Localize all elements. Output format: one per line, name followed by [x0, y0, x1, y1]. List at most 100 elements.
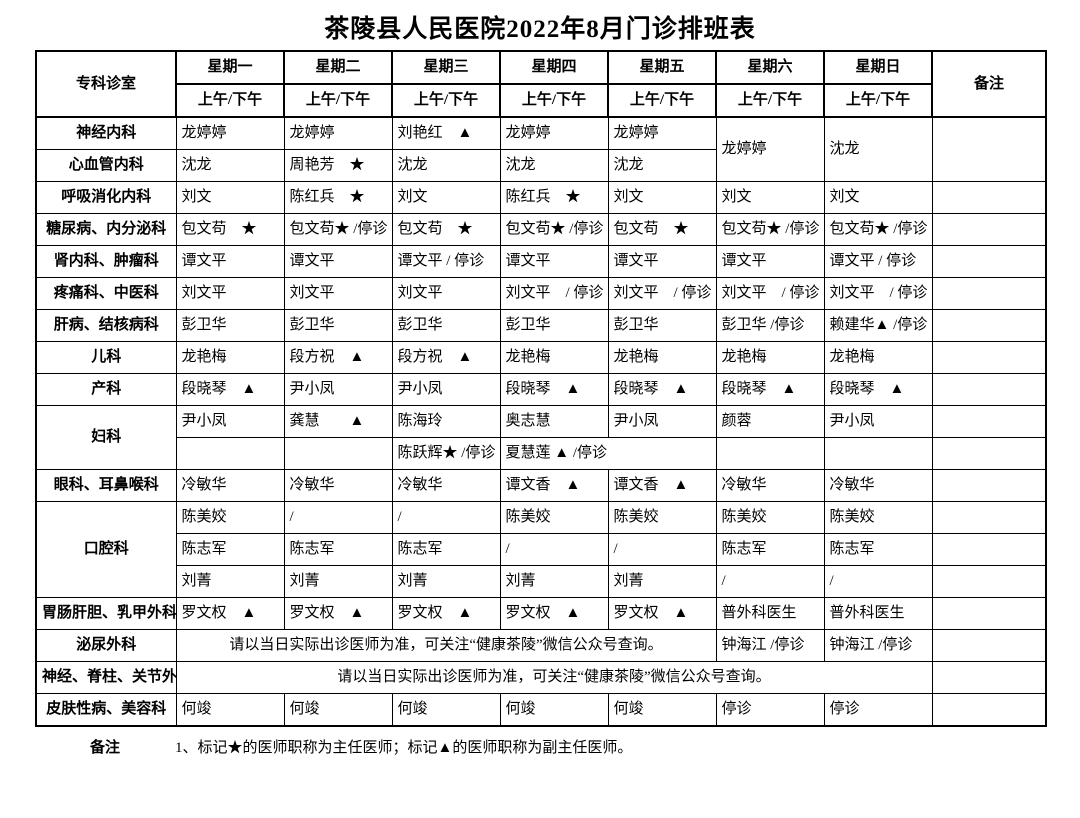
schedule-cell: 沈龙 [823, 116, 933, 182]
schedule-cell: 刘文平 / 停诊 [715, 277, 825, 310]
schedule-cell: 停诊 [715, 693, 825, 727]
schedule-cell: 罗文权 ▲ [175, 597, 285, 630]
schedule-cell: 刘文平 / 停诊 [607, 277, 717, 310]
schedule-table: 专科诊室 星期一 星期二 星期三 星期四 星期五 星期六 星期日 备注 上午/下午 上午/下午 上午/… [35, 50, 1047, 727]
schedule-cell: 钟海江 /停诊 [715, 629, 825, 662]
subheader-cell: 上午/下午 [499, 83, 609, 118]
schedule-cell: 包文苟 ★ [607, 213, 717, 246]
schedule-cell: 沈龙 [391, 149, 501, 182]
notice-cell: 请以当日实际出诊医师为准，可关注“健康茶陵”微信公众号查询。 [175, 661, 933, 694]
schedule-cell [931, 116, 1047, 182]
schedule-cell: 刘文平 [175, 277, 285, 310]
corner-header: 专科诊室 [35, 50, 177, 118]
schedule-cell: 刘文 [607, 181, 717, 214]
schedule-cell [715, 437, 825, 470]
schedule-cell: 谭文平 / 停诊 [823, 245, 933, 278]
schedule-cell: 夏慧莲 ▲ /停诊 [499, 437, 717, 470]
schedule-cell: 陈志军 [715, 533, 825, 566]
dept-cell: 肾内科、肿瘤科 [35, 245, 177, 278]
schedule-cell [931, 341, 1047, 374]
page-title: 茶陵县人民医院2022年8月门诊排班表 [324, 16, 756, 43]
schedule-cell: 刘艳红 ▲ [391, 116, 501, 150]
schedule-cell: 刘文 [391, 181, 501, 214]
schedule-cell: / [715, 565, 825, 598]
schedule-cell: 沈龙 [499, 149, 609, 182]
schedule-cell: 彭卫华 /停诊 [715, 309, 825, 342]
schedule-cell [931, 533, 1047, 566]
dept-cell: 皮肤性病、美容科 [35, 693, 177, 727]
schedule-cell: 陈红兵 ★ [283, 181, 393, 214]
schedule-cell: 赖建华▲ /停诊 [823, 309, 933, 342]
schedule-cell: 何竣 [607, 693, 717, 727]
subheader-cell: 上午/下午 [823, 83, 933, 118]
schedule-cell: 刘菁 [499, 565, 609, 598]
dept-cell: 妇科 [35, 405, 177, 470]
schedule-cell: 陈红兵 ★ [499, 181, 609, 214]
footnote: 备注 1、标记★的医师职称为主任医师；标记▲的医师职称为副主任医师。 [35, 736, 1045, 757]
schedule-cell: 罗文权 ▲ [391, 597, 501, 630]
schedule-cell: 刘文 [715, 181, 825, 214]
day-header: 星期四 [499, 50, 609, 85]
dept-cell: 神经内科 [35, 116, 177, 150]
schedule-cell: 尹小凤 [607, 405, 717, 438]
schedule-cell: 陈志军 [823, 533, 933, 566]
schedule-cell: 谭文香 ▲ [607, 469, 717, 502]
schedule-cell: 刘菁 [175, 565, 285, 598]
schedule-cell: 冷敏华 [175, 469, 285, 502]
schedule-cell: 何竣 [391, 693, 501, 727]
schedule-cell: 段晓琴 ▲ [715, 373, 825, 406]
dept-cell: 神经、脊柱、关节外科、 骨科、胸外科 [35, 661, 177, 694]
schedule-cell: 沈龙 [607, 149, 717, 182]
schedule-cell: 段晓琴 ▲ [607, 373, 717, 406]
schedule-cell: 包文苟★ /停诊 [499, 213, 609, 246]
schedule-cell: 陈志军 [391, 533, 501, 566]
schedule-cell: 陈美姣 [175, 501, 285, 534]
schedule-cell: 彭卫华 [175, 309, 285, 342]
schedule-cell: / [607, 533, 717, 566]
schedule-cell [931, 629, 1047, 662]
schedule-cell: 龙艳梅 [175, 341, 285, 374]
schedule-cell: 谭文平 [607, 245, 717, 278]
schedule-cell: 刘文平 / 停诊 [499, 277, 609, 310]
remark-header: 备注 [931, 50, 1047, 118]
dept-cell: 胃肠肝胆、乳甲外科 [35, 597, 177, 630]
schedule-cell: 彭卫华 [391, 309, 501, 342]
schedule-cell: 刘菁 [283, 565, 393, 598]
schedule-cell: 谭文平 [715, 245, 825, 278]
schedule-cell: / [823, 565, 933, 598]
day-header: 星期五 [607, 50, 717, 85]
schedule-cell: 谭文平 [283, 245, 393, 278]
day-header: 星期日 [823, 50, 933, 85]
dept-cell: 产科 [35, 373, 177, 406]
dept-cell: 疼痛科、中医科 [35, 277, 177, 310]
schedule-cell: 龙婷婷 [715, 116, 825, 182]
schedule-cell: 彭卫华 [607, 309, 717, 342]
dept-cell: 肝病、结核病科 [35, 309, 177, 342]
dept-cell: 儿科 [35, 341, 177, 374]
schedule-cell: 谭文香 ▲ [499, 469, 609, 502]
schedule-cell: 停诊 [823, 693, 933, 727]
schedule-cell: 刘文平 [283, 277, 393, 310]
schedule-cell: / [499, 533, 609, 566]
footnote-text: 1、标记★的医师职称为主任医师；标记▲的医师职称为副主任医师。 [175, 740, 633, 756]
schedule-cell: 钟海江 /停诊 [823, 629, 933, 662]
schedule-cell: 龙艳梅 [499, 341, 609, 374]
subheader-cell: 上午/下午 [715, 83, 825, 118]
schedule-cell: 陈美姣 [823, 501, 933, 534]
schedule-cell: 段方祝 ▲ [391, 341, 501, 374]
dept-cell: 眼科、耳鼻喉科 [35, 469, 177, 502]
schedule-cell: 彭卫华 [499, 309, 609, 342]
schedule-cell: 段方祝 ▲ [283, 341, 393, 374]
schedule-cell: 陈跃辉★ /停诊 [391, 437, 501, 470]
schedule-cell: 龚慧 ▲ [283, 405, 393, 438]
schedule-cell [931, 565, 1047, 598]
schedule-cell: 尹小凤 [283, 373, 393, 406]
schedule-cell: 陈海玲 [391, 405, 501, 438]
subheader-cell: 上午/下午 [391, 83, 501, 118]
schedule-cell: 刘文平 [391, 277, 501, 310]
schedule-cell: 尹小凤 [175, 405, 285, 438]
schedule-cell: 刘文平 / 停诊 [823, 277, 933, 310]
schedule-cell: 冷敏华 [391, 469, 501, 502]
dept-cell: 呼吸消化内科 [35, 181, 177, 214]
subheader-cell: 上午/下午 [175, 83, 285, 118]
